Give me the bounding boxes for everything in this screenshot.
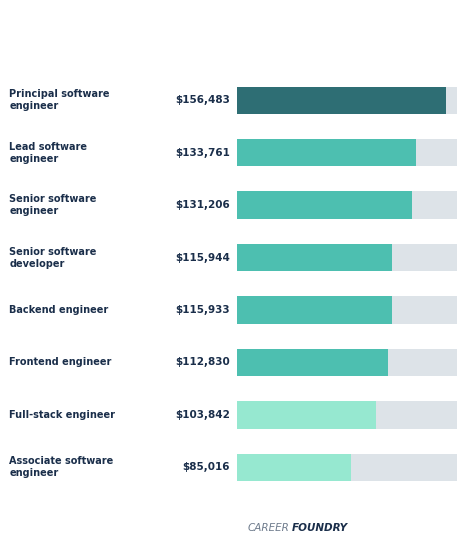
Bar	[237, 401, 376, 429]
Text: Backend engineer: Backend engineer	[9, 305, 109, 315]
Bar	[237, 453, 457, 481]
Bar	[237, 244, 457, 271]
Text: $133,761: $133,761	[175, 148, 230, 158]
Bar	[237, 296, 392, 323]
Text: Frontend engineer: Frontend engineer	[9, 358, 112, 368]
Text: Full-stack engineer: Full-stack engineer	[9, 410, 116, 420]
Text: Lead software
engineer: Lead software engineer	[9, 142, 88, 164]
Text: $131,206: $131,206	[175, 200, 230, 210]
Bar	[237, 244, 392, 271]
Text: $156,483: $156,483	[175, 95, 230, 105]
Bar	[237, 139, 457, 166]
Bar	[237, 87, 457, 114]
Bar	[237, 87, 446, 114]
Text: $85,016: $85,016	[182, 462, 230, 472]
Bar	[237, 191, 457, 219]
Bar	[237, 349, 388, 376]
Bar	[237, 139, 416, 166]
Text: CAREER: CAREER	[247, 523, 289, 533]
Text: Senior software
engineer: Senior software engineer	[9, 194, 97, 216]
Text: $115,944: $115,944	[175, 252, 230, 262]
Text: FOUNDRY: FOUNDRY	[292, 523, 347, 533]
Text: SOFTWARE ENGINEER SALARIES BY POSITION: SOFTWARE ENGINEER SALARIES BY POSITION	[67, 26, 407, 39]
Text: Associate software
engineer: Associate software engineer	[9, 456, 114, 478]
Bar	[237, 453, 351, 481]
Bar	[237, 349, 457, 376]
Text: $112,830: $112,830	[175, 358, 230, 368]
Text: Senior software
developer: Senior software developer	[9, 246, 97, 268]
Bar	[237, 296, 457, 323]
Text: $103,842: $103,842	[175, 410, 230, 420]
Text: Principal software
engineer: Principal software engineer	[9, 89, 110, 111]
Bar	[237, 191, 412, 219]
Text: $115,933: $115,933	[175, 305, 230, 315]
Bar	[237, 401, 457, 429]
